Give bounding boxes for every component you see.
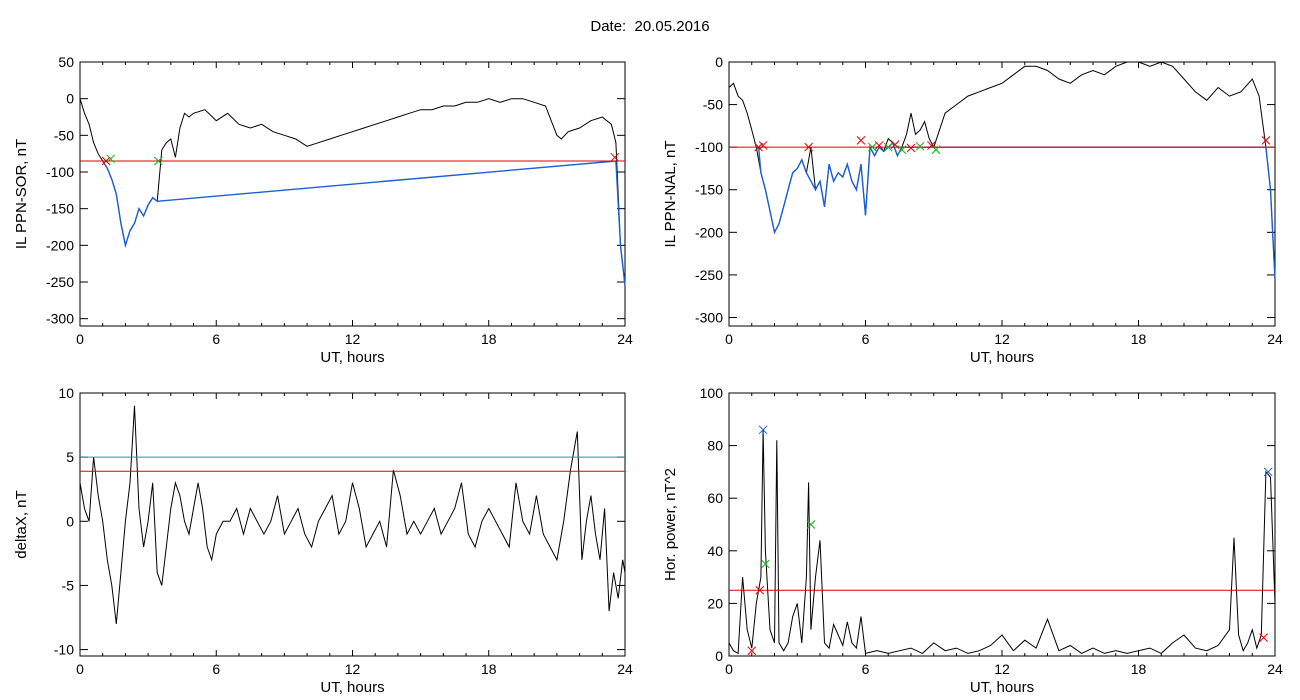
y-tick-label: -5 [62, 577, 75, 593]
x-tick-label: 24 [617, 661, 633, 677]
x-marker [1259, 633, 1268, 642]
x-marker [906, 143, 916, 153]
x-axis-title: UT, hours [970, 349, 1034, 366]
y-tick-label: 10 [58, 385, 74, 401]
x-tick-label: 0 [725, 661, 733, 677]
x-marker [915, 141, 925, 151]
y-tick-label: 5 [66, 449, 74, 465]
y-tick-label: -100 [695, 139, 723, 155]
y-tick-label: 20 [707, 595, 723, 611]
x-tick-label: 18 [1131, 331, 1147, 347]
y-tick-label: -10 [54, 642, 74, 658]
series-line-0 [79, 405, 626, 624]
x-marker [1263, 467, 1273, 477]
y-tick-label: 0 [66, 91, 74, 107]
x-tick-label: 12 [994, 661, 1010, 677]
chart-il-ppn-sor: 0 6 12 18 24 50 0 -50 -100 -150 -200 -250 -300 UT, ho… [13, 54, 633, 366]
series-line-1 [757, 141, 1276, 280]
x-marker [758, 141, 768, 150]
y-tick-label: -100 [46, 164, 74, 180]
series-line-0 [728, 429, 1276, 655]
x-tick-label: 6 [862, 661, 870, 677]
x-marker [867, 142, 877, 152]
x-marker [761, 559, 770, 569]
y-axis-title: Hor. power, nT^2 [662, 468, 679, 581]
x-marker [856, 135, 866, 145]
x-marker [1261, 135, 1271, 145]
x-marker [153, 156, 163, 166]
y-tick-label: -300 [46, 311, 74, 327]
x-tick-label: 0 [76, 661, 84, 677]
y-axis-title: IL PPN-NAL, nT [662, 141, 679, 248]
x-marker [610, 152, 620, 162]
x-marker [804, 142, 813, 152]
x-axis-title: UT, hours [320, 679, 384, 696]
y-tick-label: 0 [715, 648, 723, 664]
plot-frame [79, 392, 626, 657]
y-tick-label: -50 [703, 97, 723, 113]
series-line-0 [79, 98, 626, 286]
x-marker [754, 142, 763, 152]
x-marker [890, 140, 900, 149]
x-tick-label: 18 [481, 661, 497, 677]
series-line-1 [102, 160, 626, 286]
chart-hor-power: 0 6 12 18 24 100 80 60 40 20 0 UT, hours Hor. power,… [662, 385, 1283, 696]
y-tick-label: -200 [695, 224, 723, 240]
x-axis-title: UT, hours [320, 349, 384, 366]
x-marker [106, 154, 116, 164]
chart-il-ppn-nal: 0 6 12 18 24 0 -50 -100 -150 -200 -250 -300 UT, hour… [662, 54, 1283, 366]
x-marker [874, 141, 884, 150]
y-axis-title: deltaX, nT [13, 490, 30, 558]
y-axis-title: IL PPN-SOR, nT [13, 139, 30, 249]
y-tick-label: 50 [58, 54, 74, 70]
y-tick-label: 0 [66, 513, 74, 529]
x-marker [747, 646, 757, 656]
y-tick-label: 60 [707, 490, 723, 506]
x-marker [931, 145, 941, 155]
x-tick-label: 18 [1131, 661, 1147, 677]
x-tick-label: 18 [481, 331, 497, 347]
x-tick-label: 6 [212, 331, 220, 347]
x-marker [897, 145, 907, 155]
y-tick-label: 80 [707, 438, 723, 454]
plot-frame [728, 61, 1276, 327]
x-tick-label: 24 [1267, 661, 1283, 677]
x-marker [758, 425, 768, 435]
plot-frame [79, 61, 626, 327]
x-tick-label: 12 [994, 331, 1010, 347]
y-tick-label: -150 [695, 182, 723, 198]
y-tick-label: -50 [54, 127, 74, 143]
series-line-0 [728, 61, 1276, 280]
y-tick-label: -200 [46, 237, 74, 253]
x-tick-label: 12 [345, 661, 361, 677]
x-tick-label: 24 [1267, 331, 1283, 347]
x-tick-label: 0 [725, 331, 733, 347]
y-tick-label: 0 [715, 54, 723, 70]
y-tick-label: -300 [695, 309, 723, 325]
x-marker [883, 142, 893, 152]
x-marker [806, 520, 816, 529]
x-tick-label: 6 [212, 661, 220, 677]
page-title: Date: 20.05.2016 [590, 18, 710, 35]
y-tick-label: -250 [46, 274, 74, 290]
chart-deltax: 0 6 12 18 24 10 5 0 -5 -10 UT, hours deltaX, nT [13, 385, 633, 696]
y-tick-label: -250 [695, 267, 723, 283]
y-tick-label: -150 [46, 201, 74, 217]
x-axis-title: UT, hours [970, 679, 1034, 696]
x-tick-label: 0 [76, 331, 84, 347]
y-tick-label: 100 [700, 385, 724, 401]
x-marker [755, 585, 765, 595]
y-tick-label: 40 [707, 543, 723, 559]
x-tick-label: 6 [862, 331, 870, 347]
x-tick-label: 12 [345, 331, 361, 347]
x-marker [101, 156, 111, 166]
x-tick-label: 24 [617, 331, 633, 347]
